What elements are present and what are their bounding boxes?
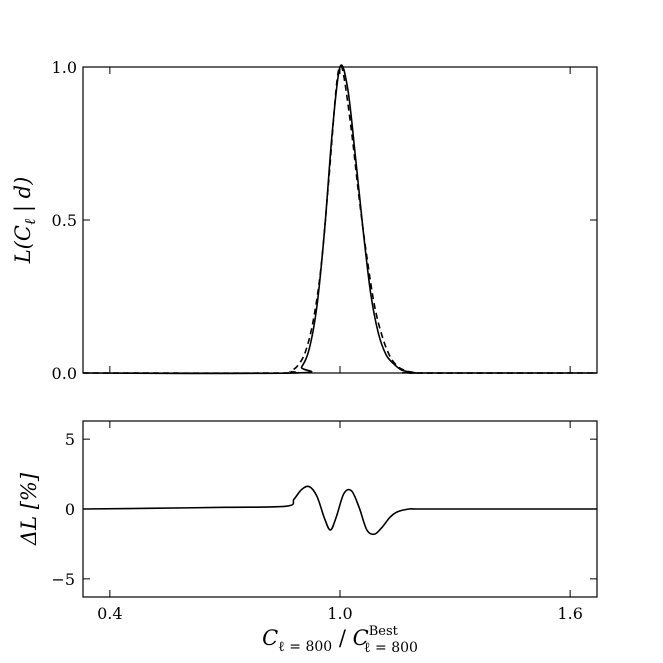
top-ytick-label: 1.0 <box>52 58 77 77</box>
top-series-solid-line <box>82 64 597 375</box>
bottom-ytick-label: 0 <box>65 500 75 519</box>
top-ylabel-sub: ℓ <box>21 219 39 225</box>
bottom-ytick-label: 5 <box>65 430 75 449</box>
xlabel-sub2: ℓ = 800 <box>364 640 418 656</box>
top-ylabel-base: L(C <box>11 225 35 264</box>
top-ytick-label: 0.0 <box>52 364 77 383</box>
top-ticks: 0.0 0.5 1.0 <box>52 58 597 383</box>
x-axis-label: Cℓ = 800 / CBest ℓ = 800 <box>262 624 418 656</box>
xlabel-slash: / <box>332 626 352 650</box>
bottom-y-axis-label: ΔL [%] <box>17 472 41 546</box>
top-y-axis-label: L(Cℓ | d) <box>11 177 39 265</box>
top-ytick-label: 0.5 <box>52 211 77 230</box>
xlabel-base2: C <box>353 626 369 650</box>
top-panel: 0.0 0.5 1.0 L(Cℓ | d) <box>11 58 598 383</box>
top-series-dashed-line <box>82 65 598 374</box>
bottom-series <box>82 485 597 536</box>
bottom-ticks: −5 0 5 0.4 1.0 1.6 <box>51 421 597 623</box>
bottom-ytick-label: −5 <box>51 570 75 589</box>
xlabel-sub1: ℓ = 800 <box>278 639 332 655</box>
bottom-series-line <box>82 485 597 536</box>
bottom-xtick-label: 1.0 <box>327 604 352 623</box>
bottom-xtick-label: 0.4 <box>97 604 122 623</box>
top-ylabel-rest: | d) <box>11 177 36 219</box>
top-plot-frame <box>82 66 598 374</box>
xlabel-sup2: Best <box>369 624 399 639</box>
xlabel-base: C <box>262 626 278 650</box>
bottom-xtick-label: 1.6 <box>557 604 582 623</box>
top-series <box>82 64 598 375</box>
